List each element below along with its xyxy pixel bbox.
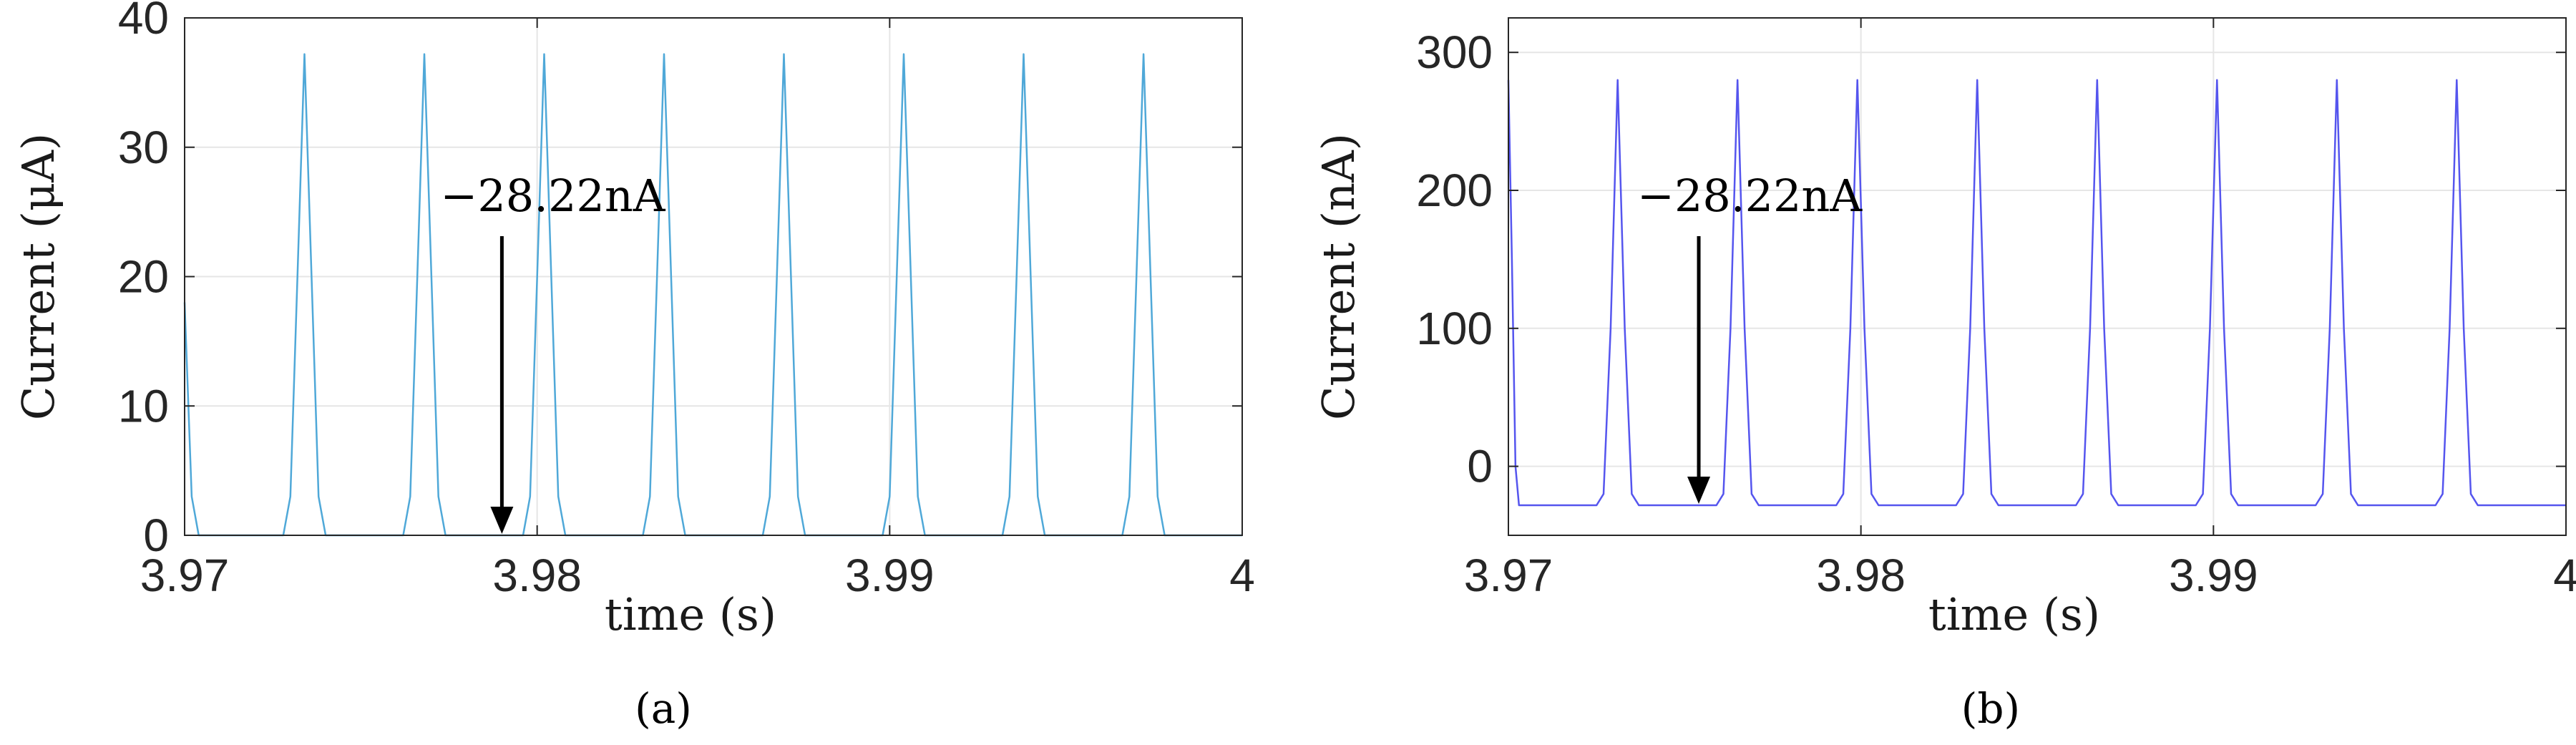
x-tick-label: 4 (2553, 550, 2576, 601)
y-tick-label: 100 (1416, 303, 1493, 354)
panel-caption: (b) (1961, 684, 2020, 733)
y-axis-label: Current (nA) (1312, 133, 1365, 420)
x-axis-label: time (s) (1928, 588, 2100, 641)
annotation-arrowhead (490, 507, 514, 534)
y-tick-label: 30 (118, 122, 169, 173)
chart-panel-b: 3.97 3.98 3.99 4 0 100 200 300 time (s) Current (… (1312, 17, 2576, 733)
x-tick-label: 4 (1229, 550, 1255, 601)
annotation-arrowhead (1687, 477, 1711, 505)
y-tick-label: 10 (118, 380, 169, 432)
annotation-label: −28.22nA (440, 170, 665, 222)
panel-caption: (a) (635, 684, 692, 733)
y-tick-label: 200 (1416, 165, 1493, 216)
y-tick-label: 40 (118, 0, 169, 44)
y-axis-label: Current (μA) (12, 133, 64, 420)
axes-frame (1508, 17, 2567, 536)
x-tick-label: 3.98 (492, 550, 582, 601)
annotation-label: −28.22nA (1637, 170, 1863, 222)
x-tick-label: 3.98 (1816, 550, 1906, 601)
x-tick-label: 3.99 (845, 550, 935, 601)
x-tick-label: 3.99 (2169, 550, 2258, 601)
x-axis-label: time (s) (605, 588, 776, 641)
plot-area (1508, 18, 2566, 535)
y-tick-label: 300 (1416, 26, 1493, 78)
x-tick-label: 3.97 (140, 550, 230, 601)
x-tick-label: 3.97 (1464, 550, 1553, 601)
y-tick-label: 0 (143, 510, 169, 561)
series-line (1507, 79, 2566, 507)
y-tick-label: 20 (118, 251, 169, 303)
y-tick-label: 0 (1467, 441, 1493, 492)
